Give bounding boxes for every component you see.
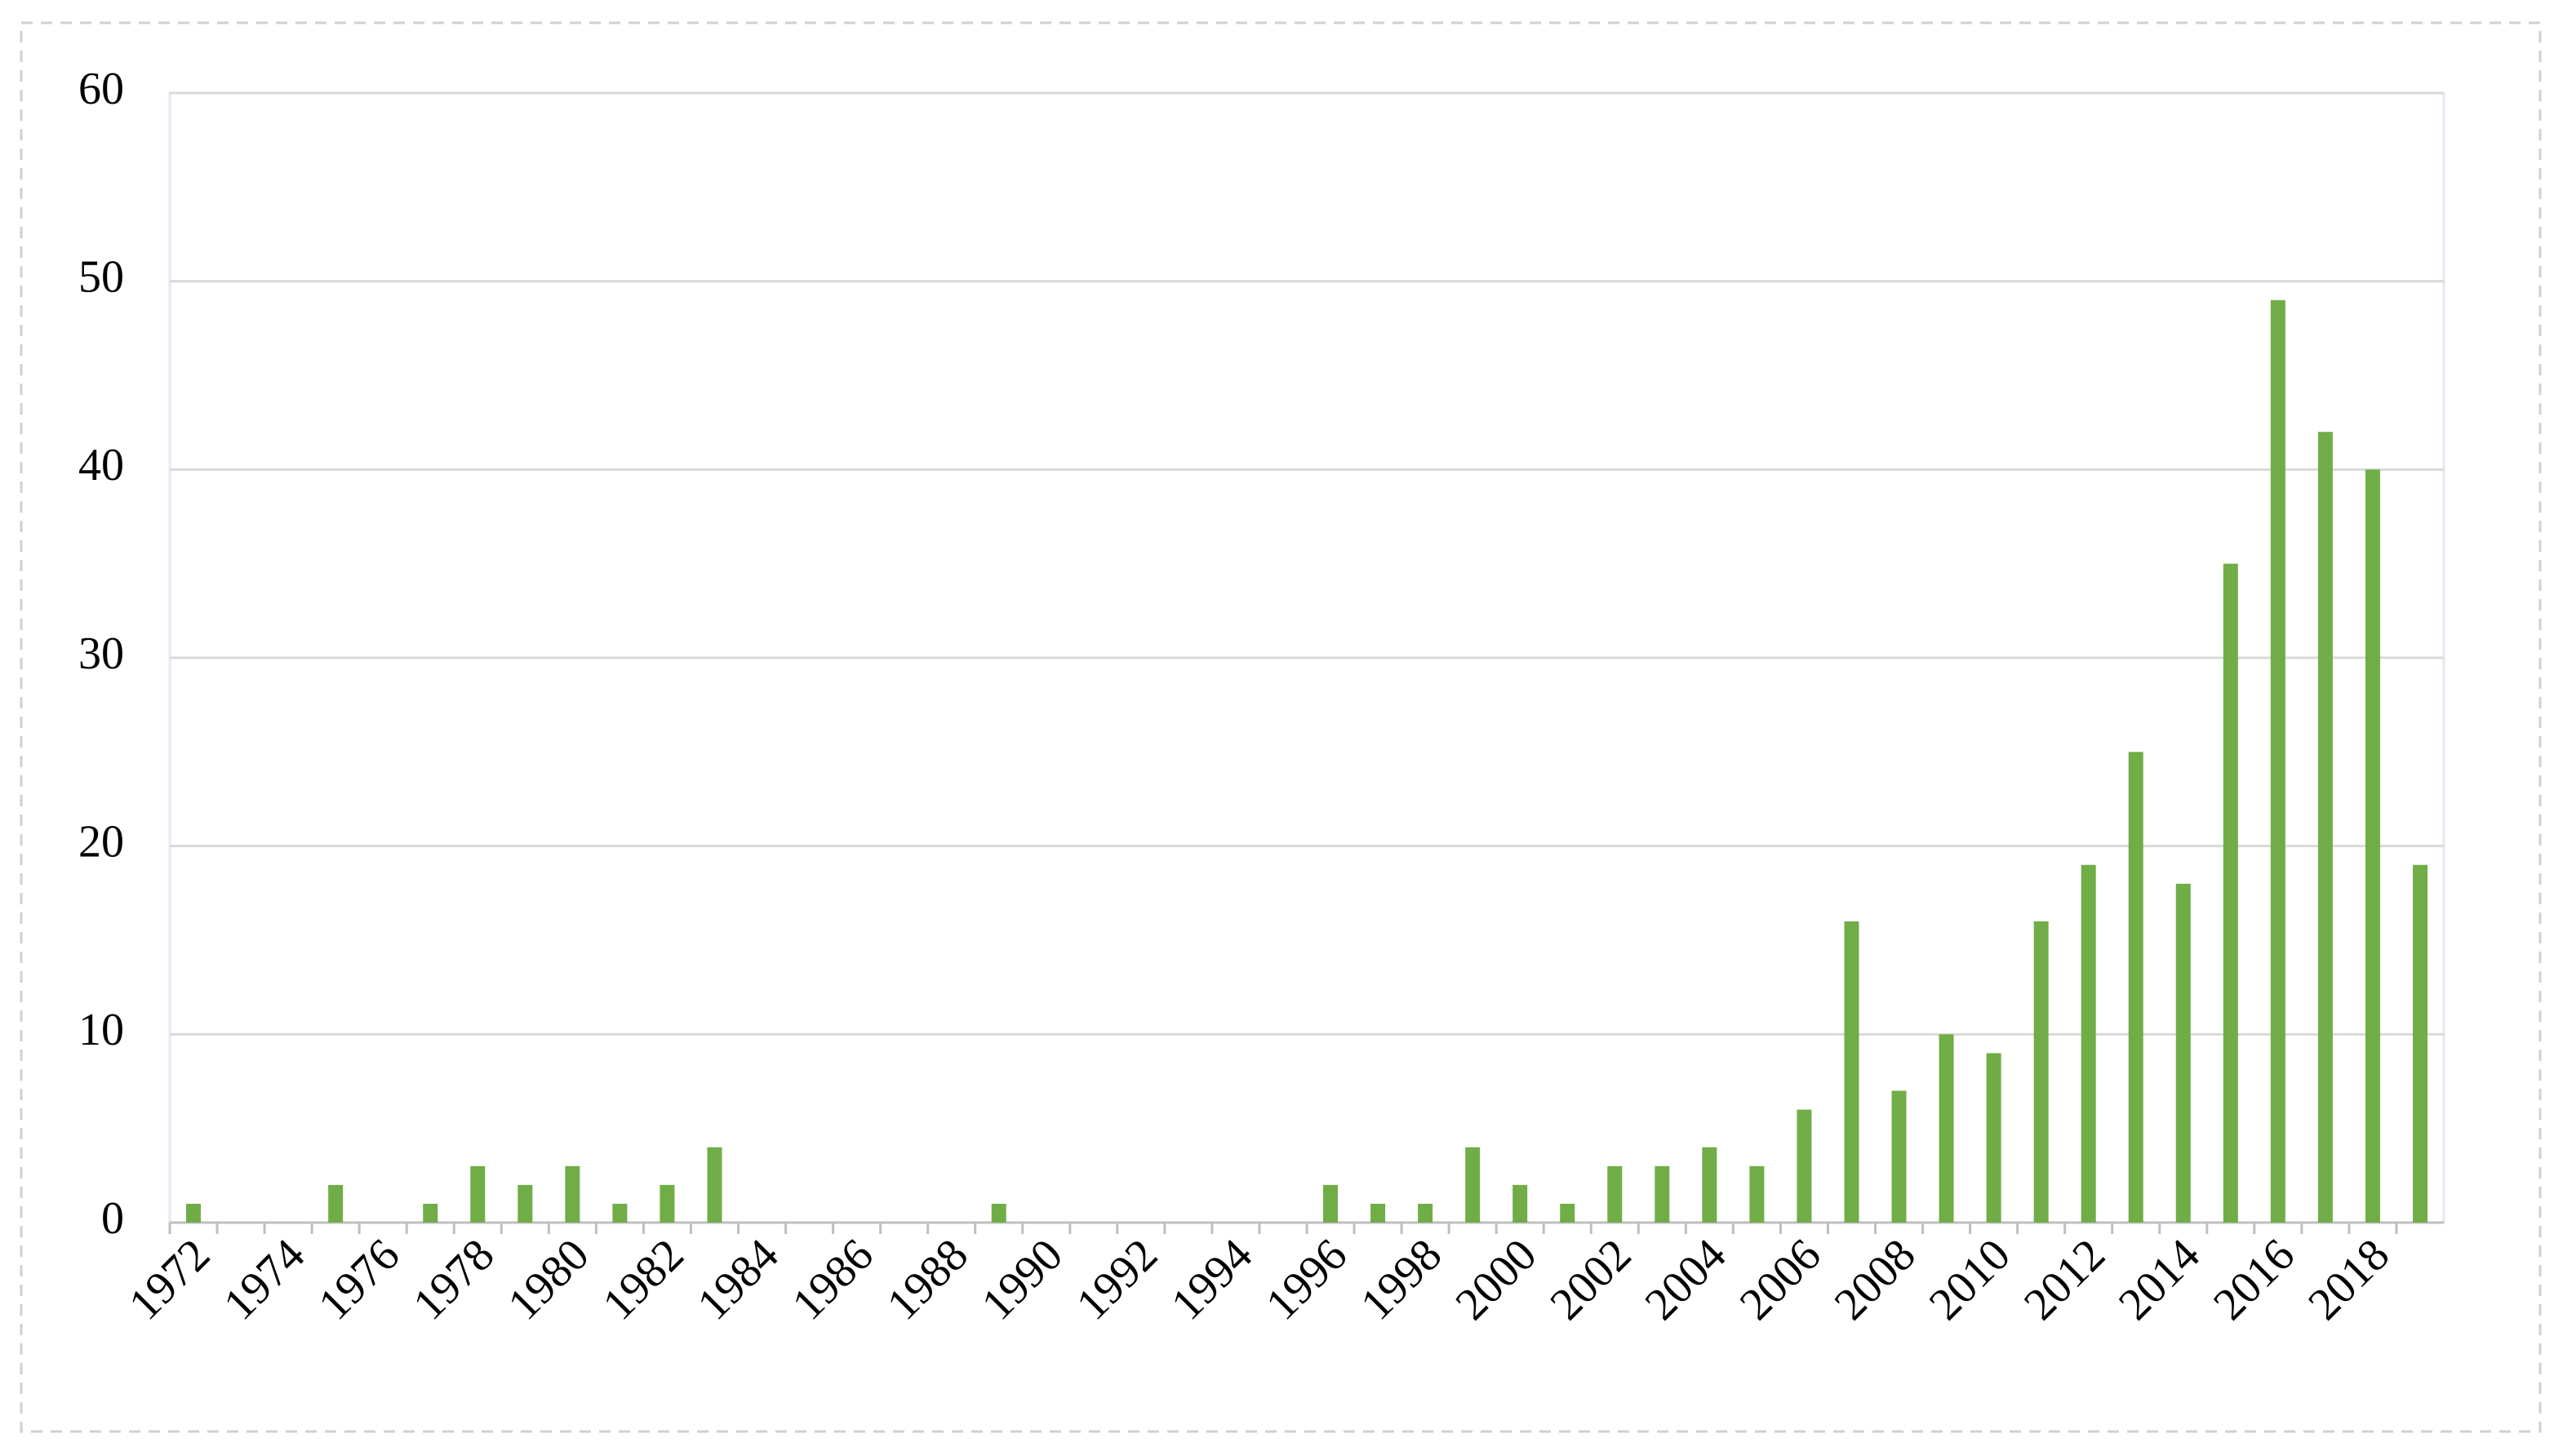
x-tick-label: 1990 [972,1229,1073,1329]
y-tick-label: 10 [78,1005,124,1055]
y-tick-label: 60 [78,64,124,114]
bar [2033,921,2049,1223]
bar [1512,1184,1528,1223]
x-tick-label: 2000 [1446,1229,1546,1329]
y-tick-label: 20 [78,817,124,868]
bar [1323,1184,1339,1223]
bar [2128,752,2143,1223]
frame [20,21,2542,1433]
bar [517,1184,533,1223]
x-tick-label: 2004 [1636,1229,1736,1329]
x-tick-label: 1986 [783,1229,883,1329]
x-tick-label: 1984 [688,1229,788,1329]
x-tick-label: 1994 [1162,1229,1262,1329]
bar [1797,1109,1812,1223]
bar [1655,1165,1670,1223]
x-tick-label: 2018 [2299,1229,2399,1329]
x-tick-label: 2014 [2109,1229,2210,1329]
x-tick-label: 2012 [2014,1229,2115,1329]
x-tick-label: 1982 [593,1229,694,1329]
x-tick-label: 1978 [404,1229,504,1329]
x-tick-label: 2002 [1541,1229,1641,1329]
bar [612,1203,628,1223]
bar [2317,432,2333,1223]
bar [707,1147,722,1223]
bar [2175,883,2191,1223]
bar [1465,1147,1481,1223]
x-tick-label: 1980 [499,1229,599,1329]
bar [2270,300,2285,1223]
x-tick-label: 1998 [1351,1229,1451,1329]
x-tick-label: 2008 [1825,1229,1926,1329]
bar [660,1184,675,1223]
bar [2365,469,2380,1223]
bar [991,1203,1006,1223]
bar [1939,1034,1954,1223]
y-tick-label: 40 [78,440,124,491]
x-tick-label: 2010 [1920,1229,2020,1329]
bar [328,1184,344,1223]
bar [1607,1165,1623,1223]
bar [1560,1203,1575,1223]
x-tick-label: 1976 [309,1229,409,1329]
bar [1702,1147,1717,1223]
x-tick-label: 1974 [214,1229,314,1329]
y-tick-label: 30 [78,628,124,679]
bar [2223,563,2238,1223]
bar [423,1203,438,1223]
bar [1844,921,1859,1223]
bar [1749,1165,1765,1223]
bar [1370,1203,1386,1223]
x-tick-label: 2006 [1730,1229,1831,1329]
bar [2081,864,2096,1223]
x-tick-label: 1996 [1256,1229,1357,1329]
x-tick-label: 2016 [2204,1229,2304,1329]
x-tick-label: 1992 [1067,1229,1167,1329]
bar [565,1165,580,1223]
bar [2412,864,2428,1223]
bar [470,1165,486,1223]
y-tick-label: 0 [101,1193,124,1244]
bar [186,1203,202,1223]
bar [1891,1090,1907,1223]
x-tick-label: 1972 [119,1229,220,1329]
y-tick-label: 50 [78,252,124,303]
bar [1986,1053,2001,1223]
x-tick-label: 1988 [877,1229,978,1329]
bar [1418,1203,1433,1223]
